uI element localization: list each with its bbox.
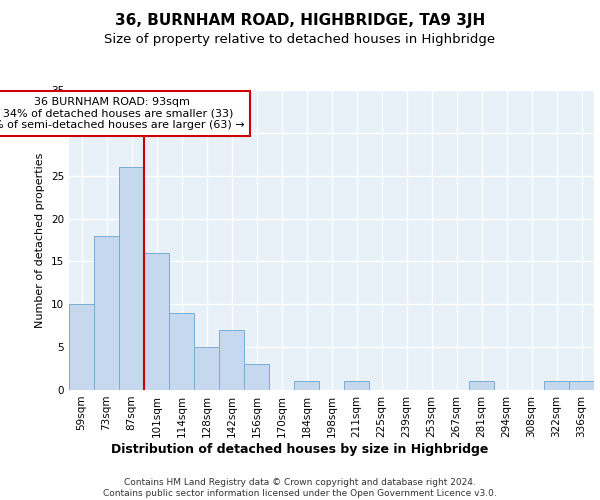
Text: Distribution of detached houses by size in Highbridge: Distribution of detached houses by size …	[112, 442, 488, 456]
Bar	[544, 382, 569, 390]
Bar	[294, 382, 319, 390]
Text: 36 BURNHAM ROAD: 93sqm
← 34% of detached houses are smaller (33)
65% of semi-det: 36 BURNHAM ROAD: 93sqm ← 34% of detached…	[0, 97, 244, 130]
Bar	[194, 347, 219, 390]
Y-axis label: Number of detached properties: Number of detached properties	[35, 152, 46, 328]
Bar	[119, 167, 144, 390]
Bar	[469, 382, 494, 390]
Text: Size of property relative to detached houses in Highbridge: Size of property relative to detached ho…	[104, 32, 496, 46]
Bar	[244, 364, 269, 390]
Bar	[344, 382, 369, 390]
Bar	[219, 330, 244, 390]
Text: 36, BURNHAM ROAD, HIGHBRIDGE, TA9 3JH: 36, BURNHAM ROAD, HIGHBRIDGE, TA9 3JH	[115, 12, 485, 28]
Bar	[569, 382, 594, 390]
Bar	[169, 313, 194, 390]
Bar	[144, 253, 169, 390]
Text: Contains HM Land Registry data © Crown copyright and database right 2024.
Contai: Contains HM Land Registry data © Crown c…	[103, 478, 497, 498]
Bar	[69, 304, 94, 390]
Bar	[94, 236, 119, 390]
